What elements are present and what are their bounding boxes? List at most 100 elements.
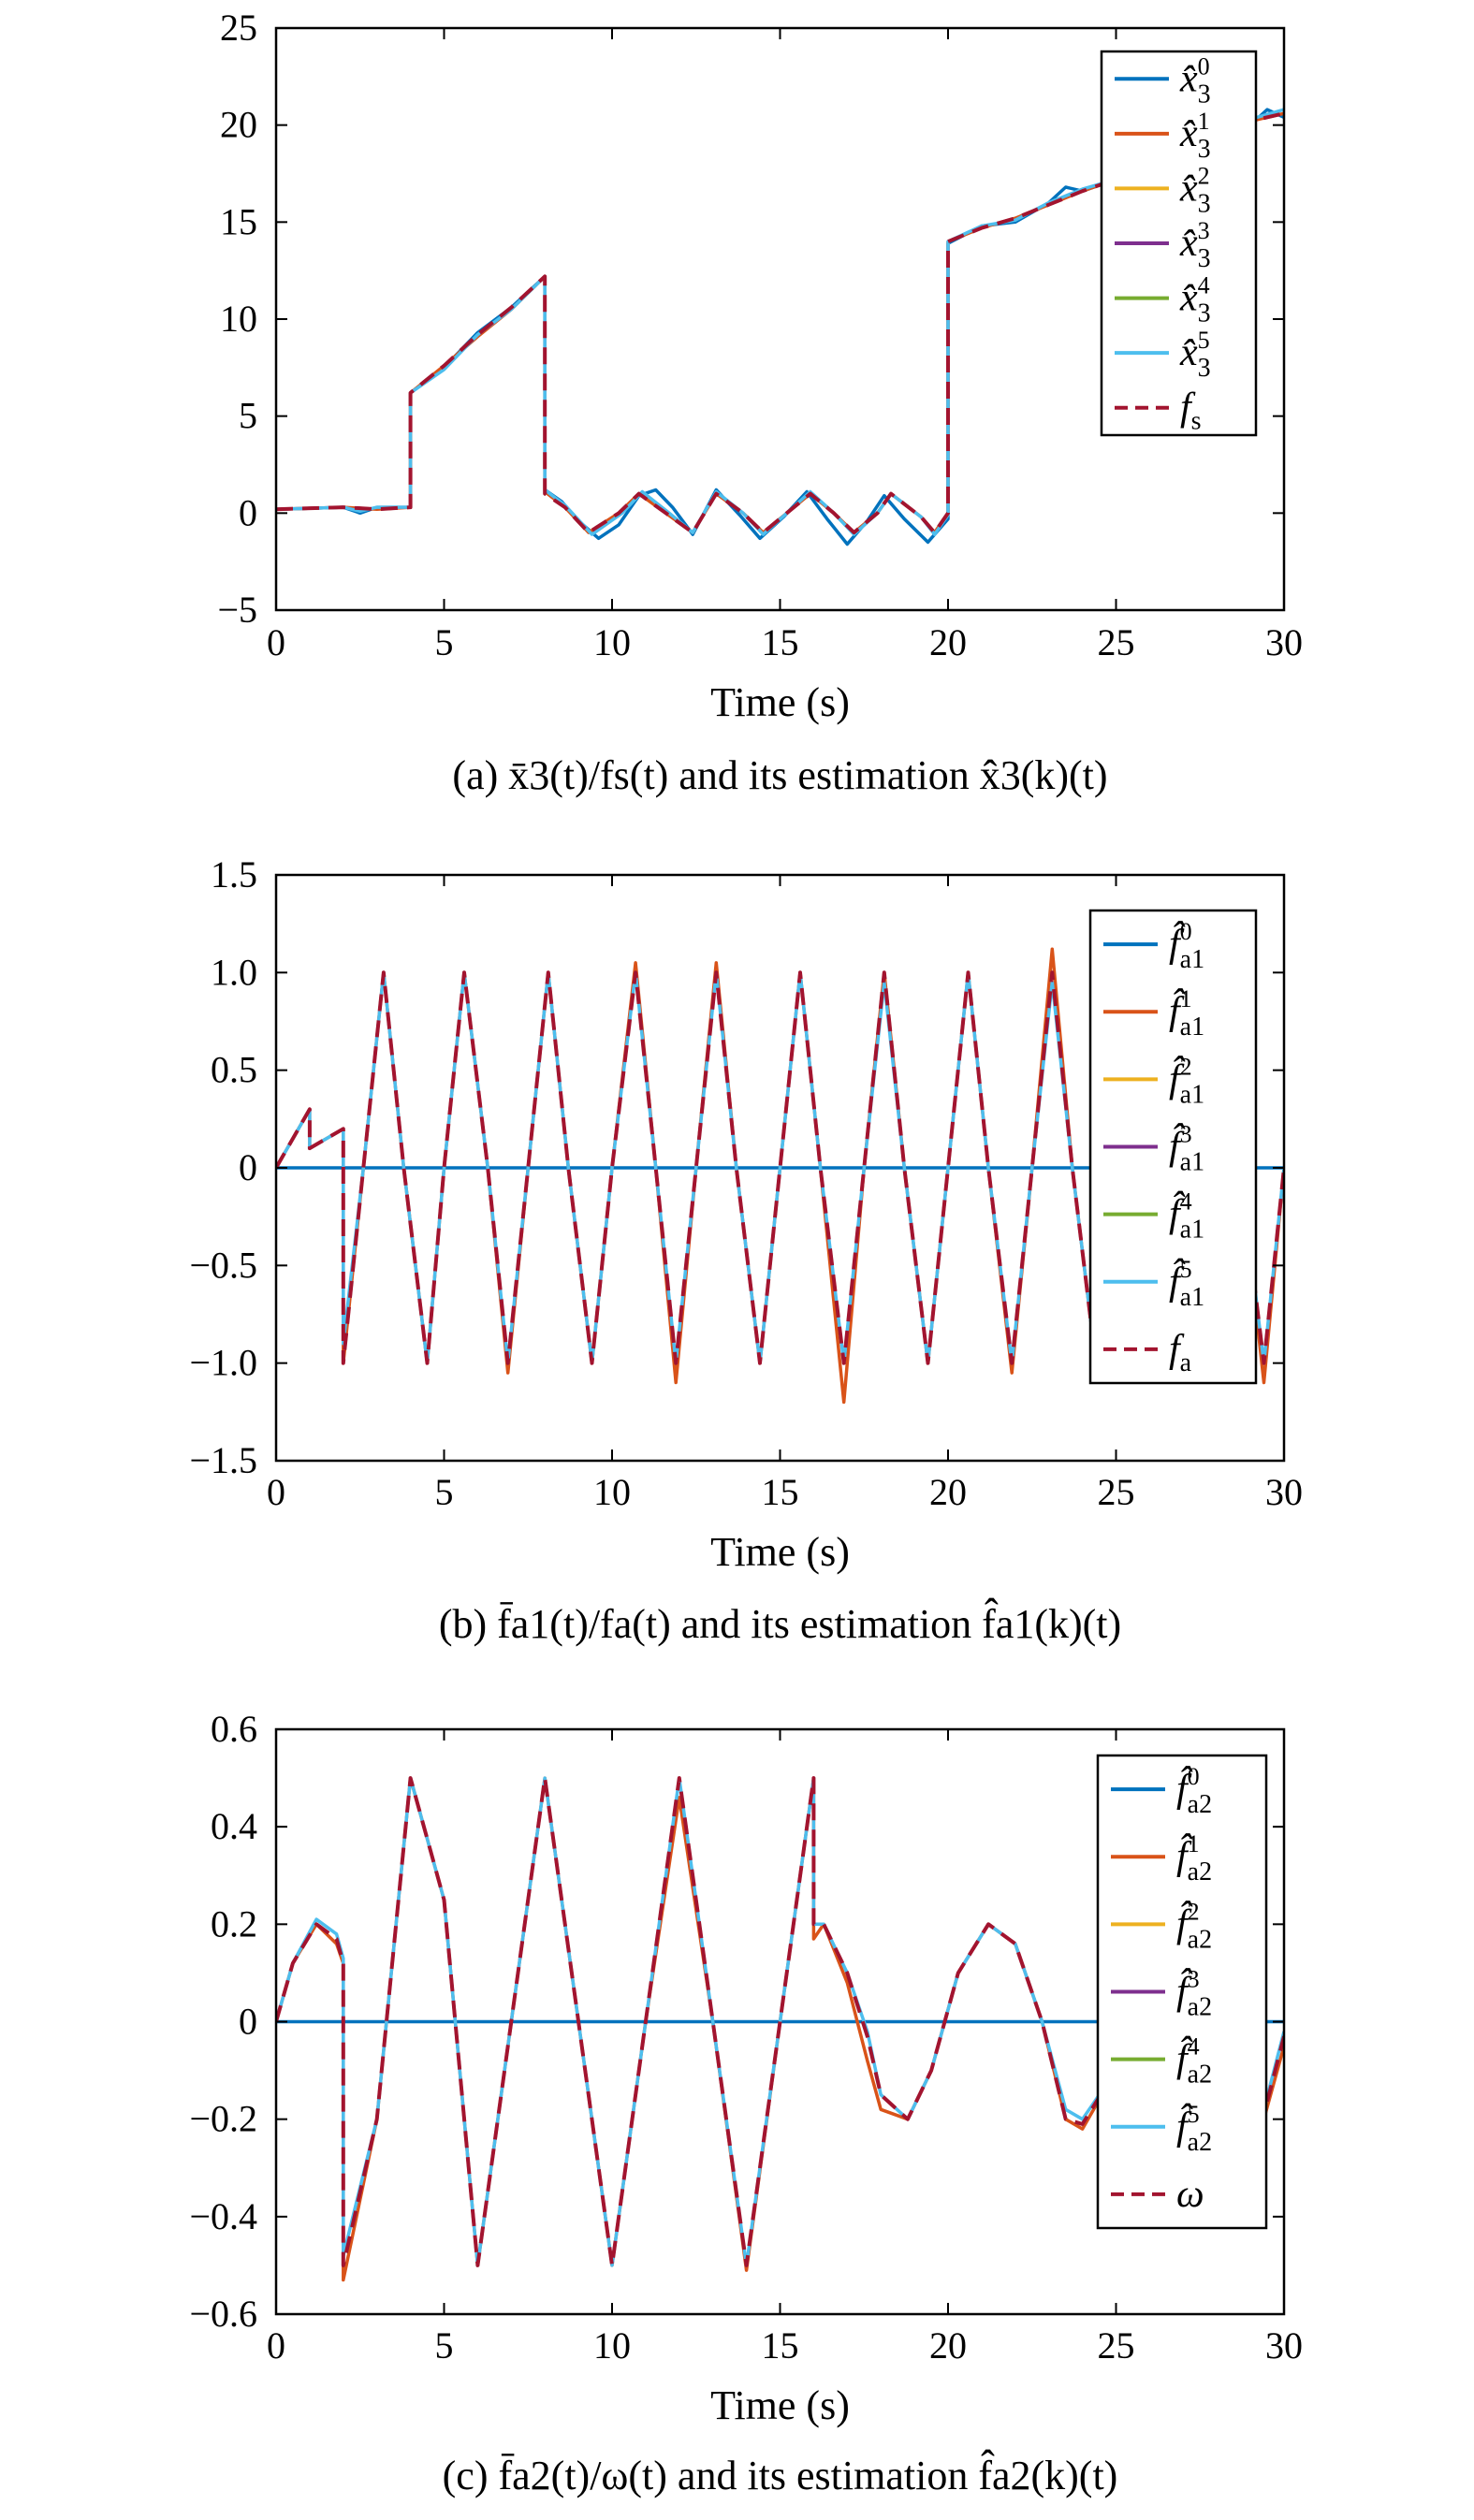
legend-entry-label: f̂̂4 a2	[1176, 2033, 1212, 2090]
legend-subscript: a2	[1188, 2128, 1212, 2157]
legend-subscript: a1	[1180, 945, 1204, 974]
x-axis-title: Time (s)	[710, 679, 850, 725]
y-tick-label: −1.0	[189, 1342, 257, 1384]
y-tick-label: 0.4	[211, 1805, 257, 1847]
x-tick-label: 10	[593, 621, 631, 663]
legend-entry-label: f̂̂0 a1	[1169, 918, 1204, 974]
y-tick-label: 0.5	[211, 1049, 257, 1091]
legend-entry-label: f̂̂0 a2	[1176, 1763, 1212, 1819]
legend-entry-label: x̂̂4 3	[1179, 272, 1211, 328]
legend-subscript: a1	[1180, 1012, 1204, 1042]
legend-superscript: 4	[1188, 2033, 1200, 2061]
x-tick-label: 20	[929, 621, 967, 663]
x-tick-label: 30	[1265, 1471, 1303, 1513]
legend-entry-label: f̂̂5 a1	[1169, 1256, 1204, 1312]
legend-superscript: 0	[1180, 918, 1192, 945]
legend-entry-label: f̂̂4 a1	[1169, 1188, 1204, 1245]
y-tick-label: 1.5	[211, 853, 257, 896]
legend-subscript: a2	[1188, 1857, 1212, 1886]
x-tick-label: 20	[929, 2324, 967, 2367]
legend-symbol: x̂̂	[1179, 112, 1198, 155]
x-tick-label: 10	[593, 1471, 631, 1513]
legend-superscript: 1	[1180, 985, 1192, 1012]
legend-superscript: 5	[1198, 327, 1210, 354]
y-tick-label: −5	[217, 589, 257, 631]
legend-superscript: 1	[1188, 1830, 1200, 1857]
legend-subscript: a1	[1180, 1148, 1204, 1177]
legend-superscript: 3	[1198, 217, 1210, 244]
legend-entry-label: x̂̂3 3	[1179, 217, 1211, 273]
y-tick-label: 25	[220, 7, 257, 49]
legend-subscript: a1	[1180, 1080, 1204, 1109]
x-tick-label: 20	[929, 1471, 967, 1513]
x-axis-title: Time (s)	[710, 1529, 850, 1575]
legend-subscript: 3	[1198, 244, 1211, 273]
legend-entry-label: x̂̂5 3	[1179, 327, 1211, 383]
legend-entry-label: f̂̂3 a1	[1169, 1121, 1204, 1177]
chart-caption: (a) x̄3(t)/fs(t) and its estimation x̂̂3…	[452, 752, 1107, 798]
legend-superscript: 3	[1188, 1966, 1200, 1993]
legend-subscript: 3	[1198, 354, 1211, 383]
y-tick-label: 10	[220, 298, 257, 340]
x-tick-label: 25	[1098, 2324, 1135, 2367]
x-tick-label: 0	[267, 621, 285, 663]
y-tick-label: −0.6	[189, 2293, 257, 2335]
legend-subscript: 3	[1198, 299, 1211, 328]
series-line-truth	[276, 111, 1284, 535]
legend-entry-label: f̂̂2 a2	[1176, 1898, 1212, 1954]
legend-subscript: a2	[1188, 1790, 1212, 1819]
y-tick-label: 5	[239, 395, 257, 437]
x-tick-label: 30	[1265, 2324, 1303, 2367]
x-axis-title: Time (s)	[710, 2382, 850, 2428]
y-tick-label: 0.2	[211, 1902, 257, 1945]
x-tick-label: 5	[435, 2324, 454, 2367]
legend: f̂̂0 a2 f̂̂1 a2 f̂̂2 a2 f̂̂3 a2 f̂̂4 a2 f̂̂5 a2 ω	[1096, 1754, 1268, 2230]
legend-superscript: 4	[1180, 1188, 1192, 1216]
x-tick-label: 0	[267, 1471, 285, 1513]
legend-entry-label: ω	[1176, 2173, 1204, 2216]
legend-entry-label: f̂̂5 a2	[1176, 2101, 1212, 2157]
x-tick-label: 15	[762, 1471, 799, 1513]
legend-superscript: 3	[1180, 1121, 1192, 1148]
chart-caption: (c) f̄a2(t)/ω(t) and its estimation f̂̂a…	[443, 2450, 1118, 2498]
legend-symbol: x̂̂	[1179, 167, 1198, 210]
legend-subscript: a1	[1180, 1283, 1204, 1312]
legend-symbol: x̂̂	[1179, 277, 1198, 320]
legend-symbol: x̂̂	[1179, 57, 1198, 100]
legend-entry-label: f̂̂1 a2	[1176, 1830, 1212, 1886]
y-tick-label: 0	[239, 1146, 257, 1188]
legend-superscript: 1	[1198, 108, 1210, 135]
legend-entry-label: x̂̂0 3	[1179, 52, 1211, 109]
legend-subscript: a1	[1180, 1216, 1204, 1245]
x-tick-label: 10	[593, 2324, 631, 2367]
x-tick-label: 25	[1098, 621, 1135, 663]
legend-subscript: s	[1191, 407, 1202, 436]
y-tick-label: 20	[220, 104, 257, 146]
y-tick-label: 0	[239, 2001, 257, 2043]
legend-superscript: 0	[1188, 1763, 1200, 1790]
legend-subscript: 3	[1198, 135, 1211, 164]
legend-symbol: x̂̂	[1179, 331, 1198, 374]
legend-superscript: 2	[1188, 1898, 1200, 1925]
legend-superscript: 5	[1188, 2101, 1200, 2128]
series-group	[276, 108, 1284, 546]
x-tick-label: 0	[267, 2324, 285, 2367]
x-tick-label: 15	[762, 2324, 799, 2367]
legend-entry-label: f̂̂2 a1	[1169, 1053, 1204, 1109]
legend-subscript: a2	[1188, 1993, 1212, 2022]
legend-superscript: 5	[1180, 1256, 1192, 1283]
y-tick-label: 1.0	[211, 951, 257, 993]
y-tick-label: −0.2	[189, 2098, 257, 2140]
legend-superscript: 2	[1198, 162, 1210, 189]
x-tick-label: 5	[435, 621, 454, 663]
legend-entry-label: f̂̂1 a1	[1169, 985, 1204, 1042]
y-tick-label: −0.5	[189, 1244, 257, 1286]
legend-subscript: a2	[1188, 1925, 1212, 1954]
legend-superscript: 2	[1180, 1053, 1192, 1080]
legend-subscript: 3	[1198, 80, 1211, 109]
legend-entry-label: f̂̂3 a2	[1176, 1966, 1212, 2022]
legend-symbol: x̂̂	[1179, 222, 1198, 265]
